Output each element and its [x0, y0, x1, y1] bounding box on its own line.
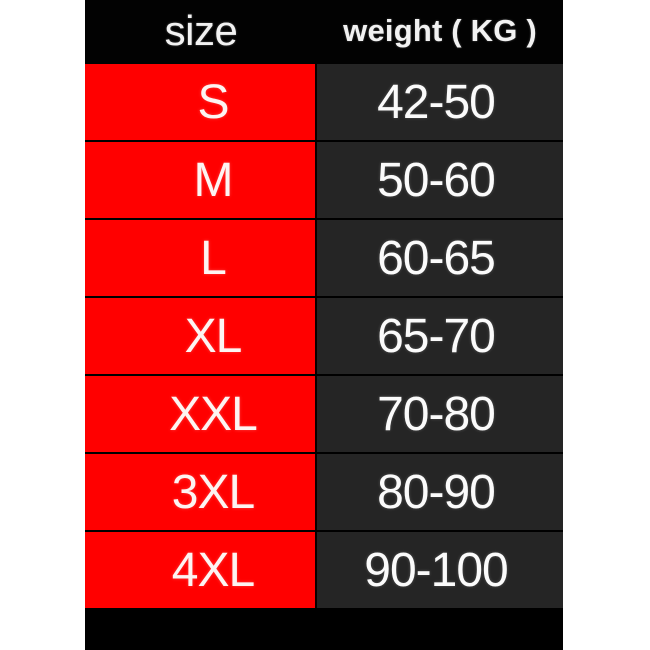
size-cell: M	[85, 142, 317, 218]
table-header-row: size weight ( KG )	[85, 0, 563, 64]
table-row: L 60-65	[85, 220, 563, 298]
size-cell: XXL	[85, 376, 317, 452]
weight-cell: 70-80	[317, 376, 563, 452]
size-cell: L	[85, 220, 317, 296]
table-row: M 50-60	[85, 142, 563, 220]
table-row: XXL 70-80	[85, 376, 563, 454]
size-cell: 3XL	[85, 454, 317, 530]
size-cell: 4XL	[85, 532, 317, 608]
size-weight-table: size weight ( KG ) S 42-50 M 50-60 L 60-65 XL 6…	[85, 0, 563, 650]
column-header-size: size	[164, 7, 238, 54]
weight-cell: 65-70	[317, 298, 563, 374]
table-row: S 42-50	[85, 64, 563, 142]
weight-cell: 90-100	[317, 532, 563, 608]
table-row: 3XL 80-90	[85, 454, 563, 532]
weight-cell: 50-60	[317, 142, 563, 218]
column-header-weight: weight ( KG )	[343, 12, 537, 48]
size-cell: S	[85, 64, 317, 140]
weight-cell: 42-50	[317, 64, 563, 140]
table-row: XL 65-70	[85, 298, 563, 376]
weight-cell: 60-65	[317, 220, 563, 296]
weight-cell: 80-90	[317, 454, 563, 530]
table-row: 4XL 90-100	[85, 532, 563, 610]
size-cell: XL	[85, 298, 317, 374]
table-body: S 42-50 M 50-60 L 60-65 XL 65-70 XXL 70-80 3XL 80-9…	[85, 64, 563, 610]
